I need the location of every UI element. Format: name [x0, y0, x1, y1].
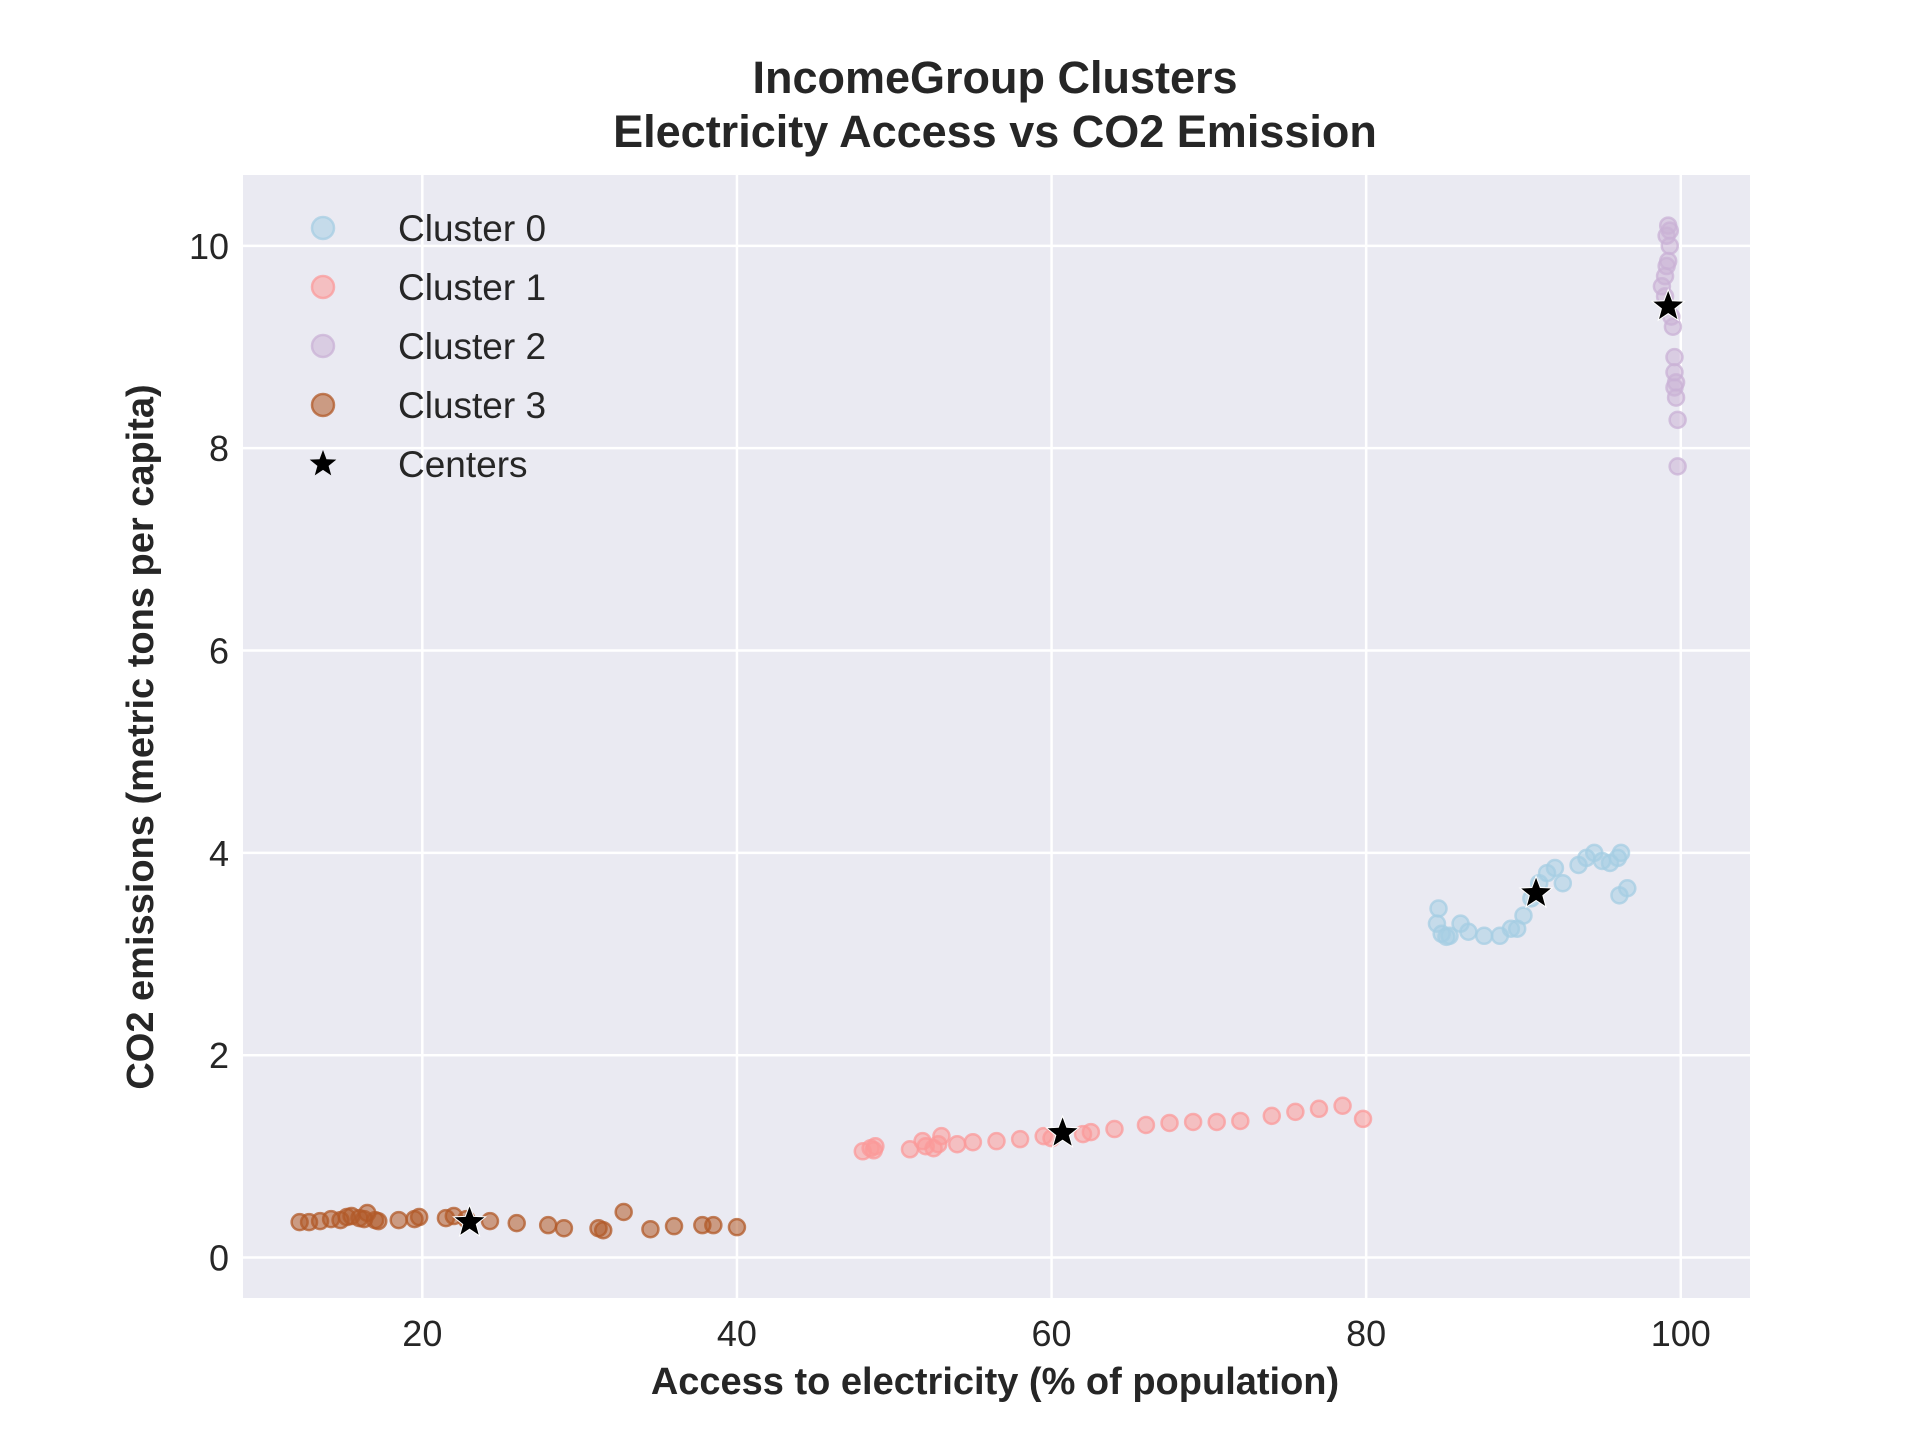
- cluster-3-point: [409, 1207, 429, 1227]
- cluster-0-point: [1545, 858, 1565, 878]
- legend-marker: [310, 274, 336, 300]
- legend-label: Cluster 2: [398, 326, 546, 367]
- cluster-1-point: [1286, 1102, 1305, 1122]
- y-tick-label: 4: [209, 833, 229, 874]
- legend-star-marker: [309, 450, 337, 476]
- cluster-0-point: [1611, 843, 1631, 863]
- y-tick-label: 0: [209, 1238, 229, 1279]
- legend-marker: [310, 215, 336, 241]
- y-axis-label: CO2 emissions (metric tons per capita): [120, 384, 162, 1089]
- cluster-3-point: [389, 1210, 408, 1230]
- cluster-1-point: [947, 1134, 967, 1154]
- cluster-1-point: [963, 1132, 983, 1152]
- legend-label: Centers: [398, 444, 528, 485]
- center-star-marker: [1518, 874, 1554, 909]
- cluster-2-point: [1658, 251, 1678, 271]
- x-tick-label: 20: [402, 1313, 442, 1354]
- cluster-2-point: [1668, 457, 1687, 476]
- plot-area: [243, 175, 1750, 1298]
- cluster-1-point: [1010, 1129, 1030, 1149]
- cluster-1-point: [1105, 1119, 1124, 1139]
- cluster-1-point: [1136, 1115, 1156, 1135]
- cluster-1-point: [1183, 1112, 1203, 1132]
- legend-label: Cluster 0: [398, 208, 546, 249]
- cluster-1-point: [1081, 1122, 1101, 1142]
- tick-labels: 20 40 60 80 100 0 2 4 6 8 10: [189, 226, 1711, 1354]
- cluster-1-point: [1207, 1112, 1226, 1132]
- cluster-1-point: [932, 1126, 951, 1146]
- cluster-2-point: [1668, 410, 1687, 430]
- cluster-1-point: [987, 1131, 1006, 1151]
- cluster-1-point: [1333, 1096, 1352, 1116]
- cluster-3-point: [641, 1219, 660, 1239]
- cluster-0-point: [1553, 873, 1573, 893]
- cluster-1-point: [1309, 1099, 1329, 1119]
- x-axis-label: Access to electricity (% of population): [651, 1361, 1339, 1403]
- center-star-marker: [1045, 1114, 1081, 1148]
- cluster-3-point: [614, 1202, 633, 1222]
- cluster-2-point: [1663, 317, 1683, 337]
- cluster-0-point: [1514, 906, 1533, 925]
- cluster-0-point: [1440, 926, 1459, 946]
- y-tick-label: 8: [209, 428, 229, 469]
- cluster-1-point: [1353, 1109, 1373, 1129]
- cluster-0-point: [1429, 899, 1448, 918]
- data-points: [290, 216, 1687, 1240]
- cluster-3-point: [369, 1211, 388, 1231]
- cluster-2-point: [1660, 221, 1680, 240]
- cluster-0-point: [1618, 879, 1637, 898]
- cluster-2-point: [1666, 388, 1686, 407]
- cluster-3-point: [704, 1215, 723, 1235]
- y-tick-label: 6: [209, 631, 229, 672]
- cluster-3-point: [727, 1217, 747, 1237]
- legend-label: Cluster 1: [398, 267, 546, 308]
- cluster-2-point: [1665, 347, 1684, 367]
- cluster-1-point: [1262, 1106, 1282, 1126]
- y-tick-label: 2: [209, 1035, 229, 1076]
- legend-marker: [310, 392, 336, 418]
- cluster-1-point: [1160, 1113, 1179, 1133]
- legend: Cluster 0 Cluster 1 Cluster 2 Cluster 3 Cent…: [309, 208, 546, 485]
- chart-subtitle: Electricity Access vs CO2 Emission: [613, 106, 1377, 157]
- cluster-3-point: [554, 1218, 574, 1238]
- chart-title: IncomeGroup Clusters: [752, 52, 1237, 103]
- cluster-1-point: [864, 1141, 884, 1160]
- cluster-3-point: [593, 1220, 613, 1240]
- x-tick-label: 60: [1032, 1313, 1072, 1354]
- center-star-marker: [451, 1203, 488, 1238]
- cluster-0-point: [1474, 926, 1494, 946]
- x-tick-label: 100: [1651, 1313, 1711, 1354]
- cluster-1-point: [1231, 1111, 1250, 1131]
- cluster-3-point: [538, 1215, 558, 1235]
- cluster-3-point: [507, 1213, 526, 1233]
- legend-label: Cluster 3: [398, 385, 546, 426]
- y-tick-label: 10: [189, 226, 229, 267]
- cluster-3-point: [664, 1216, 684, 1236]
- cluster-3-point: [480, 1211, 500, 1231]
- x-tick-label: 80: [1346, 1313, 1386, 1354]
- center-star-marker: [1650, 288, 1686, 322]
- x-tick-label: 40: [717, 1313, 757, 1354]
- legend-marker: [310, 333, 336, 359]
- cluster-0-point: [1459, 922, 1478, 942]
- center-markers: [451, 288, 1686, 1238]
